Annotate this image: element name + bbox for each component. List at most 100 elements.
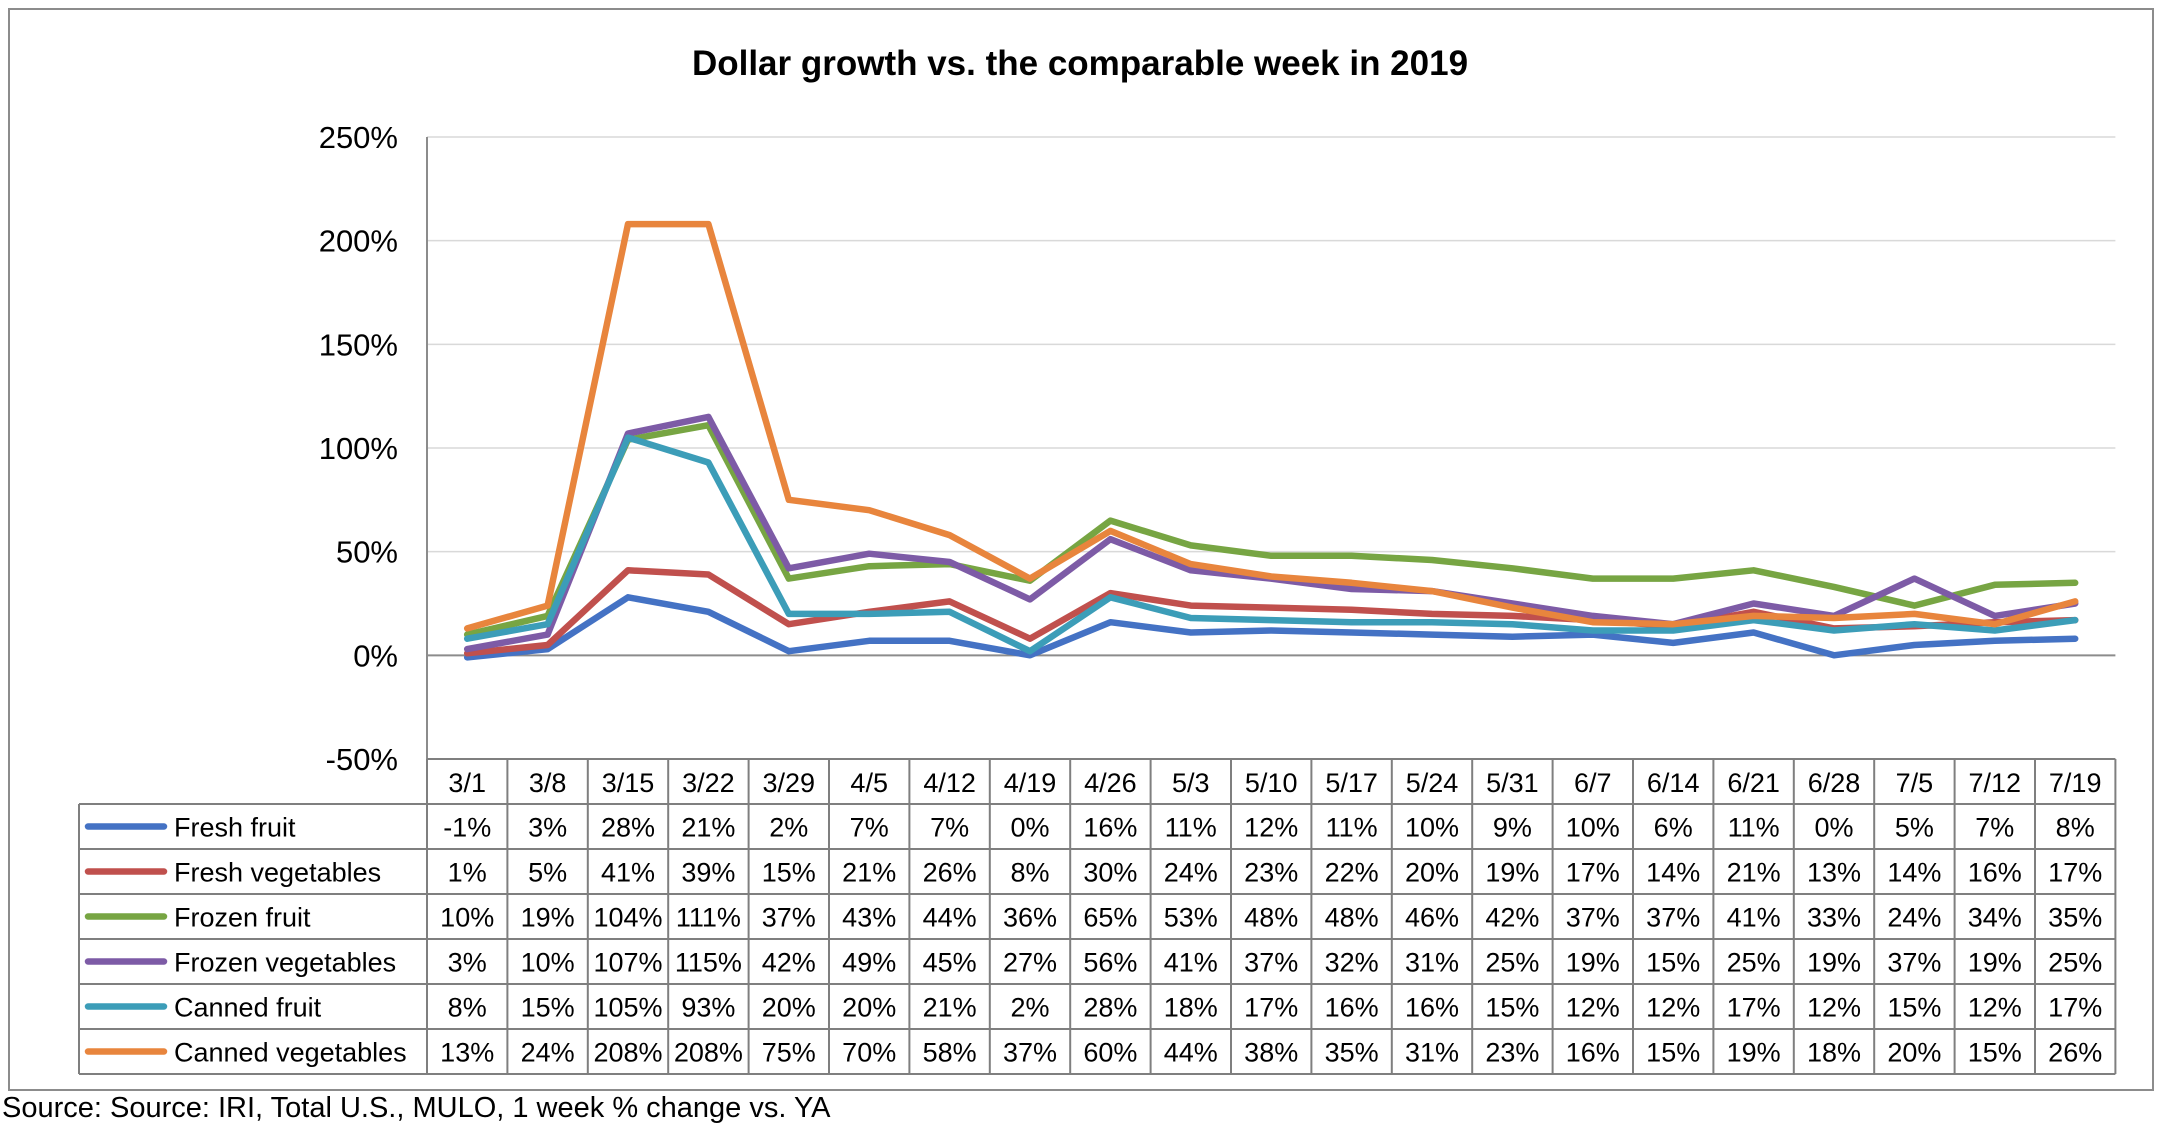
- gridlines: [426, 136, 2116, 759]
- data-label: 15%: [1887, 993, 1941, 1023]
- data-label: 70%: [842, 1038, 896, 1068]
- data-label: 15%: [762, 858, 816, 888]
- data-label: 11%: [1326, 813, 1378, 843]
- data-label: 16%: [1566, 1038, 1620, 1068]
- data-label: 3%: [528, 813, 567, 843]
- y-tick-label: 250%: [319, 120, 398, 155]
- data-label: 20%: [762, 993, 816, 1023]
- legend-label: Frozen fruit: [174, 903, 311, 933]
- data-label: 39%: [681, 858, 735, 888]
- x-tick-label: 7/19: [2049, 768, 2102, 798]
- data-label: 19%: [521, 903, 575, 933]
- data-label: 31%: [1405, 948, 1459, 978]
- y-axis-ticks: -50% 0% 50% 100% 150% 200% 250%: [319, 120, 398, 777]
- data-label: 45%: [923, 948, 977, 978]
- data-label: 13%: [440, 1038, 494, 1068]
- data-label: 21%: [1727, 858, 1781, 888]
- data-label: 38%: [1244, 1038, 1298, 1068]
- data-label: 60%: [1083, 1038, 1137, 1068]
- chart-frame: [8, 8, 2154, 1091]
- data-label: 21%: [842, 858, 896, 888]
- x-tick-label: 3/22: [682, 768, 735, 798]
- data-label: 9%: [1493, 813, 1532, 843]
- data-label: 15%: [1646, 1038, 1700, 1068]
- data-label: 93%: [681, 993, 735, 1023]
- data-label: 31%: [1405, 1038, 1459, 1068]
- data-label: 42%: [1485, 903, 1539, 933]
- data-label: 107%: [593, 948, 662, 978]
- y-tick-label: 100%: [319, 431, 398, 466]
- data-label: 28%: [1083, 993, 1137, 1023]
- x-tick-label: 6/14: [1647, 768, 1700, 798]
- data-label: 6%: [1654, 813, 1693, 843]
- data-label: 12%: [1244, 813, 1298, 843]
- legend-label: Canned fruit: [174, 993, 322, 1023]
- x-tick-label: 6/7: [1574, 768, 1612, 798]
- x-tick-label: 5/31: [1486, 768, 1539, 798]
- data-label: 30%: [1083, 858, 1137, 888]
- data-label: 20%: [842, 993, 896, 1023]
- data-label: 5%: [528, 858, 567, 888]
- data-label: 15%: [1968, 1038, 2022, 1068]
- data-label: 37%: [1887, 948, 1941, 978]
- data-label: 34%: [1968, 903, 2022, 933]
- data-label: 10%: [1566, 813, 1620, 843]
- data-label: 53%: [1164, 903, 1218, 933]
- data-label: 208%: [593, 1038, 662, 1068]
- data-label: 8%: [1010, 858, 1049, 888]
- data-label: 208%: [674, 1038, 743, 1068]
- data-label: 7%: [1975, 813, 2014, 843]
- legend-label: Fresh fruit: [174, 813, 296, 843]
- x-tick-label: 4/26: [1084, 768, 1137, 798]
- data-table: 3/1 3/8 3/15 3/22 3/29 4/5 4/12 4/19 4/26 5/3 5/10…: [78, 758, 2117, 1075]
- data-label: 35%: [2048, 903, 2102, 933]
- data-label: 18%: [1164, 993, 1218, 1023]
- x-tick-label: 4/12: [923, 768, 976, 798]
- data-label: 12%: [1646, 993, 1700, 1023]
- data-label: 56%: [1083, 948, 1137, 978]
- legend-label: Frozen vegetables: [174, 948, 396, 978]
- data-label: 65%: [1083, 903, 1137, 933]
- data-label: 48%: [1325, 903, 1379, 933]
- x-tick-label: 3/29: [763, 768, 816, 798]
- series-line-frozen-fruit: [463, 421, 2079, 638]
- data-label: 1%: [448, 858, 487, 888]
- x-tick-label: 4/19: [1004, 768, 1057, 798]
- data-label: -1%: [443, 813, 491, 843]
- x-tick-label: 3/1: [448, 768, 486, 798]
- data-label: 58%: [923, 1038, 977, 1068]
- data-label: 75%: [762, 1038, 816, 1068]
- data-label: 23%: [1244, 858, 1298, 888]
- data-label: 19%: [1566, 948, 1620, 978]
- data-label: 19%: [1968, 948, 2022, 978]
- data-label: 37%: [1244, 948, 1298, 978]
- data-label: 21%: [681, 813, 735, 843]
- x-tick-label: 4/5: [850, 768, 888, 798]
- data-label: 43%: [842, 903, 896, 933]
- data-label: 21%: [923, 993, 977, 1023]
- data-label: 46%: [1405, 903, 1459, 933]
- data-label: 24%: [521, 1038, 575, 1068]
- data-label: 19%: [1485, 858, 1539, 888]
- data-label: 16%: [1968, 858, 2022, 888]
- data-label: 42%: [762, 948, 816, 978]
- data-label: 17%: [1566, 858, 1620, 888]
- data-label: 17%: [1727, 993, 1781, 1023]
- series-line-canned-vegetables: [463, 220, 2079, 632]
- series-line-fresh-fruit: [463, 594, 2079, 661]
- data-label: 15%: [521, 993, 575, 1023]
- data-label: 17%: [2048, 993, 2102, 1023]
- data-label: 44%: [1164, 1038, 1218, 1068]
- data-label: 12%: [1566, 993, 1620, 1023]
- data-label: 49%: [842, 948, 896, 978]
- data-label: 111%: [676, 903, 741, 933]
- data-label: 41%: [1164, 948, 1218, 978]
- data-label: 27%: [1003, 948, 1057, 978]
- data-label: 16%: [1083, 813, 1137, 843]
- data-label: 25%: [1485, 948, 1539, 978]
- x-tick-label: 5/10: [1245, 768, 1298, 798]
- series-line-fresh-vegetables: [463, 567, 2079, 657]
- y-tick-label: -50%: [326, 742, 398, 777]
- data-label: 16%: [1325, 993, 1379, 1023]
